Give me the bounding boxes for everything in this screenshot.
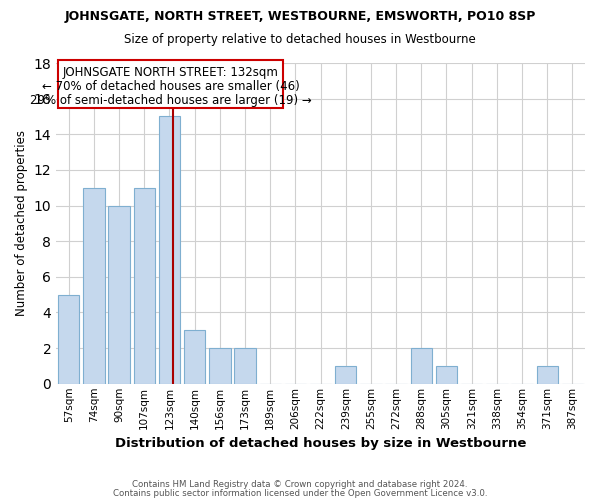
X-axis label: Distribution of detached houses by size in Westbourne: Distribution of detached houses by size … <box>115 437 526 450</box>
Text: Size of property relative to detached houses in Westbourne: Size of property relative to detached ho… <box>124 32 476 46</box>
Y-axis label: Number of detached properties: Number of detached properties <box>15 130 28 316</box>
Bar <box>83 188 104 384</box>
Text: Contains HM Land Registry data © Crown copyright and database right 2024.: Contains HM Land Registry data © Crown c… <box>132 480 468 489</box>
Bar <box>536 366 558 384</box>
Bar <box>436 366 457 384</box>
Text: ← 70% of detached houses are smaller (46): ← 70% of detached houses are smaller (46… <box>41 80 299 93</box>
Bar <box>109 206 130 384</box>
Text: Contains public sector information licensed under the Open Government Licence v3: Contains public sector information licen… <box>113 488 487 498</box>
Bar <box>410 348 432 384</box>
Bar <box>335 366 356 384</box>
Bar <box>134 188 155 384</box>
Bar <box>184 330 205 384</box>
Text: 29% of semi-detached houses are larger (19) →: 29% of semi-detached houses are larger (… <box>29 94 311 107</box>
Bar <box>159 116 180 384</box>
Text: JOHNSGATE NORTH STREET: 132sqm: JOHNSGATE NORTH STREET: 132sqm <box>62 66 278 78</box>
Bar <box>58 294 79 384</box>
Bar <box>209 348 230 384</box>
FancyBboxPatch shape <box>58 60 283 108</box>
Bar <box>235 348 256 384</box>
Text: JOHNSGATE, NORTH STREET, WESTBOURNE, EMSWORTH, PO10 8SP: JOHNSGATE, NORTH STREET, WESTBOURNE, EMS… <box>64 10 536 23</box>
